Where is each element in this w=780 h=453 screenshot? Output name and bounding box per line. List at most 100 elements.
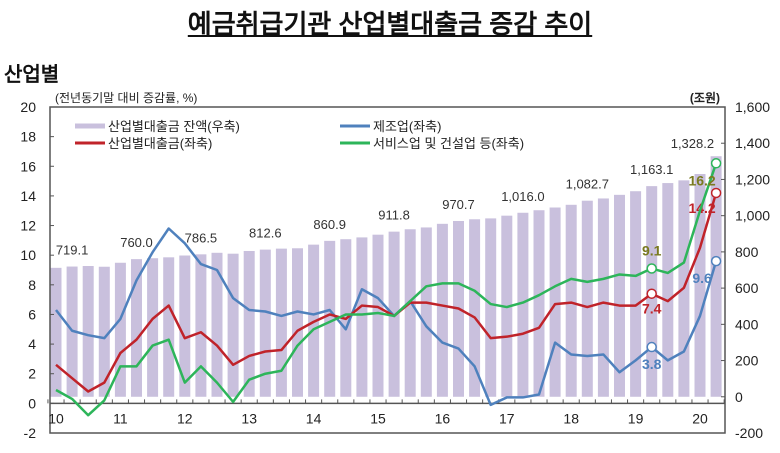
x-tick-label: 18: [563, 410, 579, 426]
bar: [292, 248, 303, 397]
bar: [147, 258, 159, 397]
bar: [372, 234, 384, 397]
data-label: 9.1: [642, 243, 662, 259]
series-line: [55, 192, 718, 393]
bar: [324, 240, 336, 397]
legend-label: 산업별대출금(좌축): [108, 136, 212, 151]
data-marker: [646, 263, 657, 274]
chart-subtitle: 산업별: [4, 64, 60, 86]
bar-label: 719.1: [56, 243, 89, 258]
data-label: 7.4: [642, 301, 662, 317]
bar: [694, 174, 706, 397]
bar: [275, 248, 287, 397]
y-left-tick-label: 8: [28, 277, 36, 293]
bar: [485, 218, 497, 397]
y-right-tick-label: 1,400: [735, 135, 770, 151]
right-axis-unit: (조원): [690, 91, 720, 105]
bar: [404, 229, 416, 397]
bar: [469, 219, 481, 397]
x-tick-label: 16: [435, 410, 451, 426]
bar: [630, 191, 642, 397]
x-tick-label: 15: [370, 410, 386, 426]
bar: [597, 198, 609, 397]
bar: [195, 254, 207, 397]
x-tick-label: 17: [499, 410, 515, 426]
y-right-tick-label: 1,200: [735, 171, 770, 187]
y-right-tick-label: 400: [735, 316, 759, 332]
bar: [98, 266, 110, 397]
bar: [565, 204, 577, 397]
data-marker: [710, 187, 722, 199]
series-line: [55, 162, 718, 417]
bar-label: 911.8: [378, 208, 410, 223]
bar-label: 786.5: [185, 230, 218, 245]
data-marker: [646, 288, 657, 299]
bar-label: 1,328.2: [671, 136, 714, 151]
bar-label: 860.9: [313, 217, 346, 232]
series-line: [55, 227, 718, 407]
legend-label: 서비스업 및 건설업 등(좌축): [373, 136, 524, 151]
bar: [211, 252, 223, 397]
y-left-tick-label: 4: [28, 336, 36, 352]
y-left-tick-label: 14: [20, 188, 36, 204]
y-left-tick-label: 0: [28, 395, 36, 411]
y-right-tick-label: 200: [735, 353, 759, 369]
data-label: 3.8: [642, 356, 662, 372]
chart-title: 예금취급기관 산업별대출금 증감 추이: [187, 9, 593, 39]
x-tick-label: 10: [48, 410, 64, 426]
bar-label: 1,016.0: [501, 189, 544, 204]
plot-frame: [49, 106, 726, 434]
x-tick-label: 14: [306, 410, 322, 426]
y-right-tick-label: 1,600: [735, 99, 770, 115]
bar: [420, 227, 432, 397]
bar: [533, 210, 545, 397]
bar: [243, 250, 255, 397]
y-left-tick-label: 16: [20, 158, 36, 174]
x-tick-label: 19: [628, 410, 644, 426]
bar: [662, 183, 674, 397]
data-marker: [710, 255, 722, 267]
bar-label: 1,163.1: [630, 162, 673, 177]
bar-label: 1,082.7: [566, 177, 609, 192]
bar: [581, 200, 593, 397]
y-left-tick-label: 20: [20, 99, 36, 115]
legend-label: 제조업(좌축): [373, 119, 441, 134]
x-tick-label: 12: [177, 410, 193, 426]
bar: [82, 266, 94, 397]
y-right-tick-label: 0: [735, 389, 743, 405]
x-tick-label: 20: [692, 410, 708, 426]
bar: [356, 237, 368, 397]
bar: [50, 267, 62, 397]
left-axis-unit: (전년동기말 대비 증감률, %): [55, 91, 197, 105]
bar-label: 760.0: [120, 235, 153, 250]
bar: [114, 262, 126, 397]
bar: [436, 223, 448, 397]
data-marker: [710, 158, 722, 169]
bar: [179, 255, 191, 397]
y-left-tick-label: 12: [20, 218, 36, 234]
y-right-tick-label: -200: [735, 425, 763, 441]
y-left-tick-label: -2: [24, 425, 37, 441]
y-left-tick-label: 2: [28, 366, 36, 382]
bar: [549, 207, 561, 397]
bar: [131, 259, 142, 397]
x-tick-label: 13: [241, 410, 257, 426]
y-right-tick-label: 1,000: [735, 208, 770, 224]
y-left-tick-label: 10: [20, 247, 36, 263]
data-label: 16.2: [688, 172, 715, 188]
bar: [614, 194, 625, 397]
y-right-tick-label: 800: [735, 244, 759, 260]
legend-label: 산업별대출금 잔액(우축): [108, 119, 240, 134]
bar: [227, 253, 239, 397]
bar-label: 812.6: [249, 226, 282, 241]
bar: [517, 212, 529, 397]
y-left-tick-label: 18: [20, 129, 36, 145]
bar: [710, 156, 722, 397]
bar: [259, 249, 271, 397]
y-left-tick-label: 6: [28, 306, 36, 322]
bar-label: 970.7: [442, 197, 475, 212]
bar: [163, 257, 175, 397]
data-label: 9.6: [692, 270, 712, 286]
x-tick-label: 11: [113, 410, 128, 426]
